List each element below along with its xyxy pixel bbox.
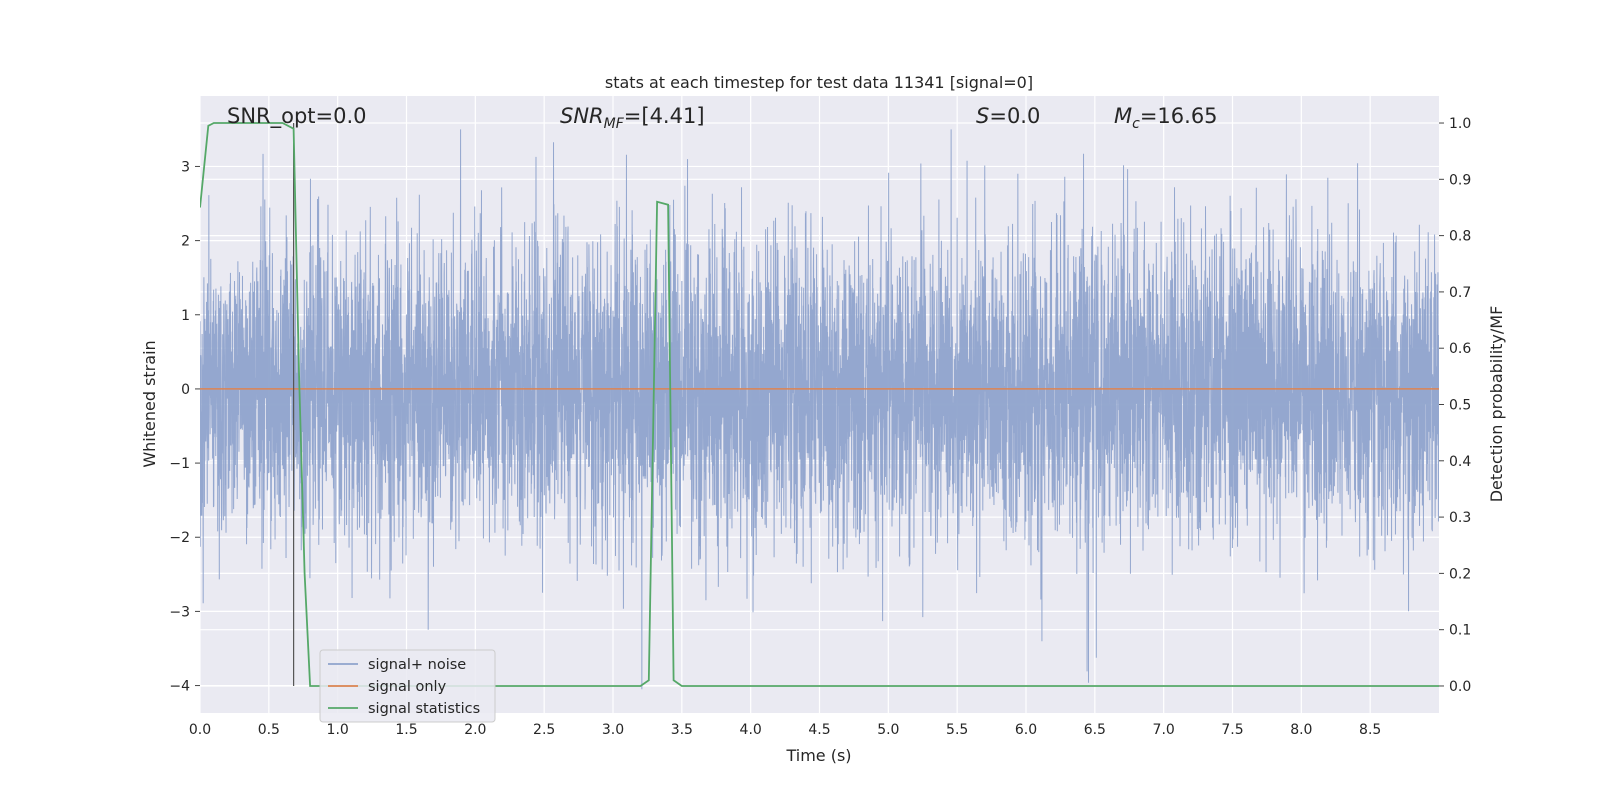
- y2-tick-label: 0.4: [1449, 454, 1471, 470]
- y-tick-label: −3: [169, 604, 190, 620]
- y-tick-label: 3: [181, 159, 190, 175]
- y2-tick-label: 0.9: [1449, 172, 1471, 188]
- snr-mf-sub: MF: [604, 116, 625, 132]
- y2-tick-label: 0.5: [1449, 398, 1471, 414]
- y2-tick-label: 0.1: [1449, 623, 1471, 639]
- y2-tick-label: 0.2: [1449, 566, 1471, 582]
- x-tick-label: 8.5: [1359, 722, 1381, 738]
- x-tick-label: 3.0: [602, 722, 624, 738]
- y2-axis-label: Detection probability/MF: [1487, 306, 1506, 503]
- annotation-s: S=0.0: [976, 104, 1040, 128]
- y-tick-label: 2: [181, 234, 190, 250]
- noise-trace: [200, 129, 1439, 690]
- legend-box: [319, 649, 496, 723]
- y2-tick-label: 0.0: [1449, 679, 1471, 695]
- legend-label-signal-statistics: signal statistics: [368, 701, 480, 717]
- x-tick-label: 1.0: [327, 722, 349, 738]
- y-axis-label: Whitened strain: [140, 340, 159, 467]
- series-signal-statistics: [200, 122, 1439, 687]
- y-tick-label: 0: [181, 382, 190, 398]
- legend: signal+ noise signal only signal statist…: [319, 649, 496, 723]
- x-tick-label: 2.0: [464, 722, 486, 738]
- x-tick-label: 7.5: [1221, 722, 1243, 738]
- x-tick-label: 7.0: [1153, 722, 1175, 738]
- legend-label-signal-only: signal only: [368, 679, 447, 695]
- x-tick-label: 4.5: [808, 722, 830, 738]
- snr-mf-main: SNR: [560, 104, 604, 128]
- y-axis-ticks: 3 2 1 0 −1 −2 −3 −4: [169, 159, 200, 695]
- annotation-snr-opt: SNR_opt=0.0: [227, 104, 367, 129]
- x-tick-label: 6.5: [1084, 722, 1106, 738]
- x-tick-label: 1.5: [395, 722, 417, 738]
- annotation-mc: Mc=16.65: [1114, 104, 1218, 132]
- y-tick-label: −2: [169, 530, 190, 546]
- annotation-snr-mf: SNRMF=[4.41]: [560, 104, 705, 132]
- x-tick-label: 6.0: [1015, 722, 1037, 738]
- chart-title: stats at each timestep for test data 113…: [605, 73, 1033, 92]
- x-tick-label: 4.0: [740, 722, 762, 738]
- snr-mf-value: =[4.41]: [624, 104, 705, 128]
- mc-sub: c: [1132, 116, 1140, 132]
- s-value: =0.0: [989, 104, 1040, 128]
- y2-axis-ticks: 1.0 0.9 0.8 0.7 0.6 0.5 0.4 0.3 0.2 0.1 0.0: [1439, 116, 1471, 695]
- x-axis-ticks: 0.0 0.5 1.0 1.5 2.0 2.5 3.0 3.5 4.0 4.5 5.0 5.5 6.0 6…: [189, 722, 1381, 738]
- y-tick-label: −4: [169, 679, 190, 695]
- y-tick-label: 1: [181, 308, 190, 324]
- x-tick-label: 2.5: [533, 722, 555, 738]
- x-tick-label: 8.0: [1290, 722, 1312, 738]
- x-tick-label: 0.0: [189, 722, 211, 738]
- y2-tick-label: 0.6: [1449, 341, 1471, 357]
- mc-value: =16.65: [1140, 104, 1218, 128]
- y2-tick-label: 0.3: [1449, 510, 1471, 526]
- mc-main: M: [1114, 104, 1132, 128]
- legend-label-signal-plus-noise: signal+ noise: [368, 657, 466, 673]
- x-tick-label: 5.0: [877, 722, 899, 738]
- series-signal-plus-noise: [200, 129, 1439, 690]
- s-main: S: [976, 104, 989, 128]
- y2-tick-label: 0.7: [1449, 285, 1471, 301]
- x-tick-label: 3.5: [671, 722, 693, 738]
- x-tick-label: 5.5: [946, 722, 968, 738]
- y2-tick-label: 0.8: [1449, 229, 1471, 245]
- y-tick-label: −1: [169, 456, 190, 472]
- x-axis-label: Time (s): [785, 746, 851, 765]
- x-tick-label: 0.5: [258, 722, 280, 738]
- y2-tick-label: 1.0: [1449, 116, 1471, 132]
